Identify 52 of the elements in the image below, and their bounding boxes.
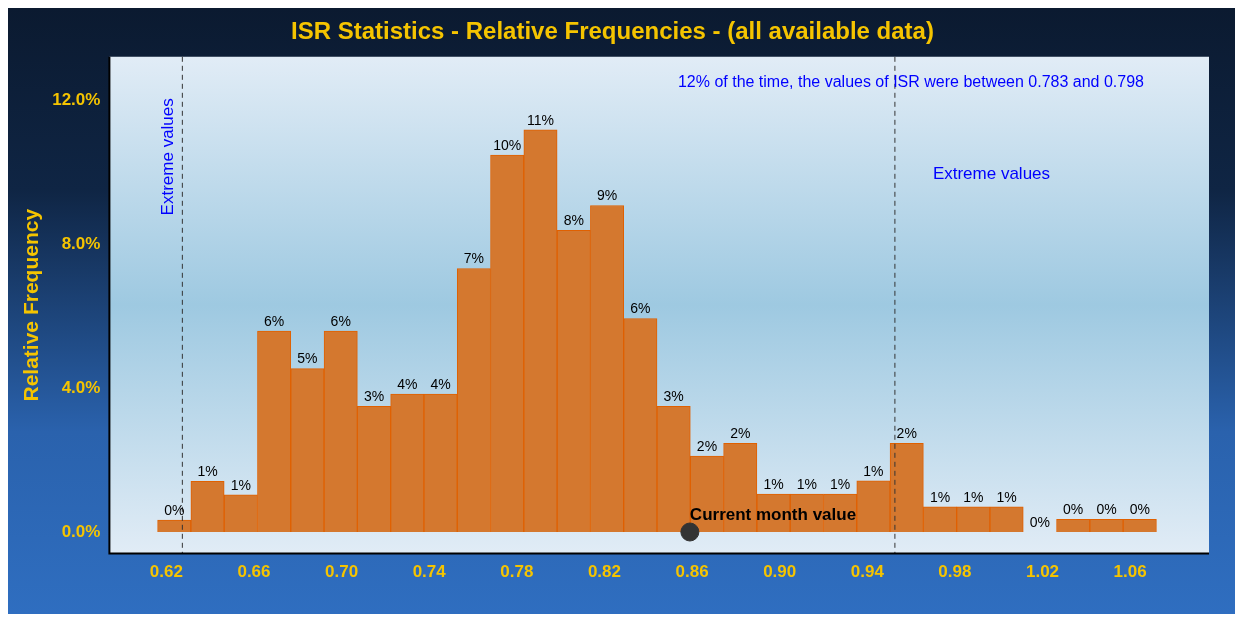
data-label: 1% bbox=[963, 488, 984, 505]
x-tick-label: 1.02 bbox=[1025, 562, 1060, 582]
x-tick-label: 0.70 bbox=[325, 562, 359, 582]
data-label: 4% bbox=[430, 375, 451, 392]
data-label: 1% bbox=[830, 476, 851, 493]
data-label: 3% bbox=[663, 388, 684, 405]
x-tick-label: 0.74 bbox=[412, 562, 447, 582]
data-label: 0% bbox=[1029, 513, 1051, 530]
data-label: 0% bbox=[1129, 501, 1150, 518]
x-tick-label: 0.86 bbox=[675, 562, 709, 582]
y-tick-label: 8.0% bbox=[61, 233, 101, 253]
data-label: 6% bbox=[330, 312, 351, 329]
x-tick-label: 1.06 bbox=[1113, 562, 1147, 582]
data-label: 1% bbox=[863, 462, 884, 479]
series-label: Current month value bbox=[689, 505, 857, 525]
data-label: 0% bbox=[164, 501, 185, 518]
y-axis-title: Relative Frequency bbox=[19, 208, 43, 402]
data-label: 8% bbox=[563, 212, 584, 229]
x-tick-label: 0.62 bbox=[149, 562, 183, 582]
data-label: 0% bbox=[1063, 501, 1084, 518]
data-label: 1% bbox=[197, 463, 218, 480]
data-label: 2% bbox=[696, 437, 718, 454]
data-label: 7% bbox=[463, 250, 485, 267]
data-label: 1% bbox=[929, 488, 951, 505]
data-label: 5% bbox=[297, 350, 318, 367]
y-tick-label: 12.0% bbox=[52, 89, 101, 109]
data-label: 10% bbox=[493, 136, 522, 153]
data-label: 3% bbox=[363, 388, 385, 405]
data-label: 6% bbox=[264, 312, 285, 329]
x-tick-label: 0.82 bbox=[587, 562, 621, 582]
data-label: 1% bbox=[763, 476, 784, 493]
ref-line-label: Extreme values bbox=[157, 98, 177, 216]
data-label: 0% bbox=[1096, 501, 1117, 518]
annotation: 12% of the time, the values of ISR were between 0.783 and 0.798 bbox=[677, 73, 1145, 91]
data-label: 2% bbox=[896, 425, 917, 442]
x-tick-label: 0.78 bbox=[500, 562, 534, 582]
chart-title: ISR Statistics - Relative Frequencies - (all available data) bbox=[291, 17, 934, 45]
data-label: 4% bbox=[397, 375, 418, 392]
y-tick-label: 0.0% bbox=[61, 521, 101, 541]
ref-line-label: Extreme values bbox=[932, 164, 1051, 184]
data-label: 1% bbox=[996, 488, 1017, 505]
data-label: 1% bbox=[230, 476, 251, 493]
y-tick-label: 4.0% bbox=[61, 377, 101, 397]
data-label: 6% bbox=[630, 300, 651, 317]
data-label: 2% bbox=[730, 425, 751, 442]
x-tick-label: 0.98 bbox=[938, 562, 972, 582]
data-label: 11% bbox=[526, 111, 554, 128]
data-label: 9% bbox=[596, 187, 618, 204]
x-tick-label: 0.66 bbox=[237, 562, 271, 582]
x-tick-label: 0.90 bbox=[763, 562, 797, 582]
data-label: 1% bbox=[796, 476, 817, 493]
x-tick-label: 0.94 bbox=[850, 562, 885, 582]
